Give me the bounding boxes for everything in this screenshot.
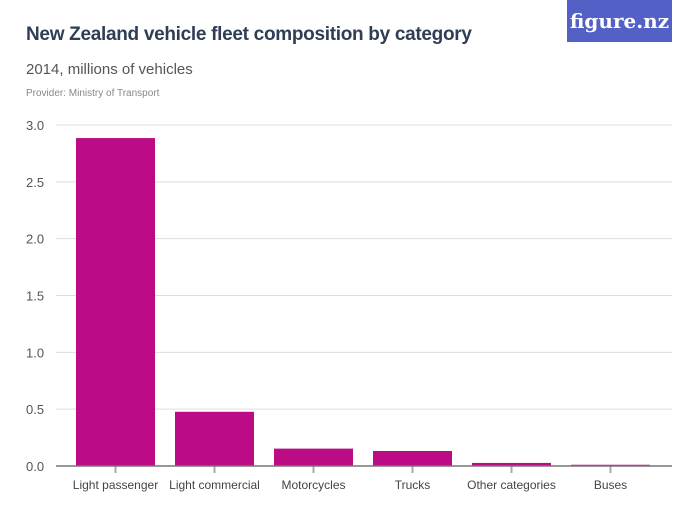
- y-tick-label: 2.5: [26, 175, 44, 190]
- chart-subtitle: 2014, millions of vehicles: [26, 61, 193, 78]
- x-tick-label: Trucks: [395, 478, 431, 492]
- bar-light-commercial: [175, 411, 254, 466]
- y-tick-label: 0.5: [26, 402, 44, 417]
- bar-motorcycles: [274, 448, 353, 466]
- figure-nz-logo[interactable]: figure.nz: [567, 0, 672, 42]
- x-tick-label: Light passenger: [73, 478, 158, 492]
- y-tick-label: 2.0: [26, 232, 44, 247]
- y-tick-label: 3.0: [26, 118, 44, 133]
- x-tick-label: Light commercial: [169, 478, 260, 492]
- bar-light-passenger: [76, 138, 155, 467]
- chart-title: New Zealand vehicle fleet composition by…: [26, 24, 472, 45]
- y-tick-label: 1.5: [26, 289, 44, 304]
- x-tick-label: Other categories: [467, 478, 556, 492]
- y-tick-label: 0.0: [26, 459, 44, 474]
- provider-text: Provider: Ministry of Transport: [26, 88, 160, 99]
- bar-trucks: [373, 450, 452, 466]
- x-tick-label: Buses: [594, 478, 627, 492]
- x-tick-label: Motorcycles: [281, 478, 345, 492]
- bar-other-categories: [472, 462, 551, 466]
- y-tick-label: 1.0: [26, 345, 44, 360]
